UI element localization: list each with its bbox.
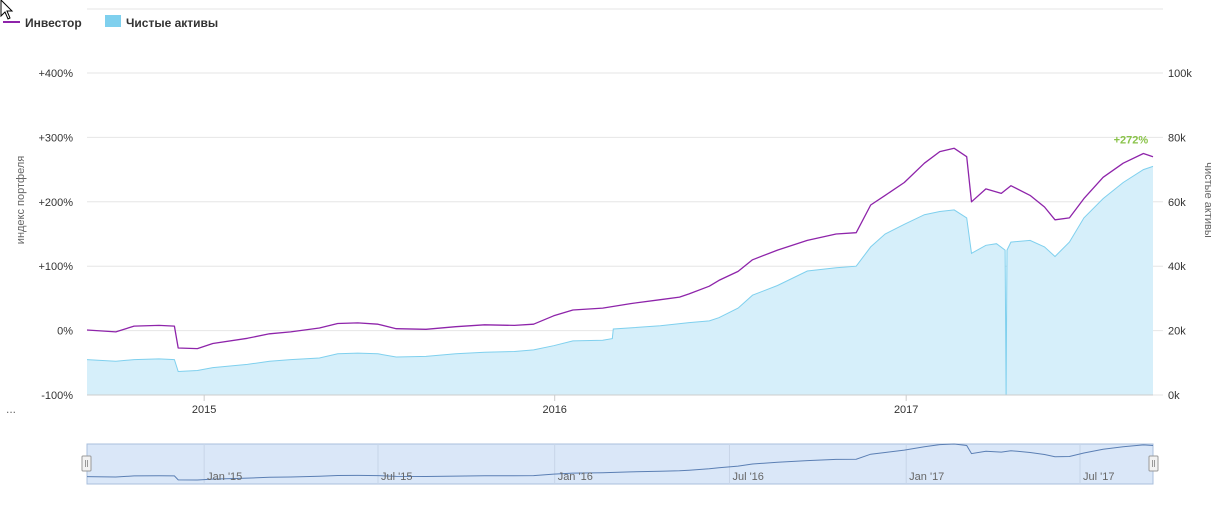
- gain-annotation: +272%: [1114, 134, 1149, 146]
- left-tick-label: 0%: [57, 326, 73, 338]
- legend-item-investor[interactable]: Инвестор: [3, 16, 82, 30]
- left-axis-title: индекс портфеля: [15, 156, 27, 244]
- investor-line: [86, 147, 1154, 350]
- right-tick-label: 80k: [1168, 132, 1186, 144]
- investor-series: [86, 147, 1154, 350]
- left-tick-label: +400%: [38, 68, 73, 80]
- x-axis-ticks: 2015 2016 2017: [87, 394, 1153, 416]
- right-tick-label: 100k: [1168, 68, 1192, 80]
- legend-assets-swatch: [105, 15, 121, 27]
- left-tick-label: -100%: [41, 390, 73, 402]
- navigator-label: Jul '15: [381, 471, 412, 483]
- navigator-label: Jul '16: [732, 471, 763, 483]
- navigator-left-handle[interactable]: [81, 455, 92, 472]
- left-tick-label: +300%: [38, 132, 73, 144]
- mouse-cursor-icon: [0, 0, 14, 20]
- navigator-labels: Jan '15 Jul '15 Jan '16 Jul '16 Jan '17 Jul '…: [207, 471, 1114, 483]
- left-axis-ticks: +400% +300% +200% +100% 0% -100%: [38, 68, 73, 402]
- legend: Инвестор Чистые активы: [3, 15, 218, 30]
- x-tick-label: 2016: [542, 404, 566, 416]
- navigator-label: Jan '15: [207, 471, 242, 483]
- navigator-series: [86, 443, 1154, 481]
- right-tick-label: 20k: [1168, 326, 1186, 338]
- right-tick-label: 40k: [1168, 261, 1186, 273]
- left-tick-label: +100%: [38, 261, 73, 273]
- ellipsis-label: ...: [6, 402, 16, 416]
- range-navigator[interactable]: Jan '15 Jul '15 Jan '16 Jul '16 Jan '17 Jul '…: [81, 443, 1159, 485]
- assets-series: [86, 165, 1154, 396]
- navigator-right-handle[interactable]: [1148, 455, 1159, 472]
- navigator-left-handle-box: [81, 455, 92, 472]
- navigator-right-handle-box: [1148, 455, 1159, 472]
- right-axis-ticks: 100k 80k 60k 40k 20k 0k: [1168, 68, 1192, 402]
- legend-investor-label: Инвестор: [25, 16, 82, 30]
- navigator-label: Jul '17: [1083, 471, 1114, 483]
- navigator-label: Jan '17: [909, 471, 944, 483]
- assets-area-fill: [87, 166, 1153, 395]
- legend-item-assets[interactable]: Чистые активы: [105, 15, 218, 30]
- navigator-gridlines: [203, 444, 1081, 484]
- right-tick-label: 60k: [1168, 197, 1186, 209]
- navigator-label: Jan '16: [558, 471, 593, 483]
- right-tick-label: 0k: [1168, 390, 1180, 402]
- x-tick-label: 2015: [192, 404, 216, 416]
- assets-area-line: [86, 165, 1154, 396]
- navigator-line: [86, 443, 1154, 481]
- legend-assets-label: Чистые активы: [126, 16, 218, 30]
- right-axis-title: чистые активы: [1202, 162, 1214, 238]
- left-tick-label: +200%: [38, 197, 73, 209]
- x-tick-label: 2017: [894, 404, 918, 416]
